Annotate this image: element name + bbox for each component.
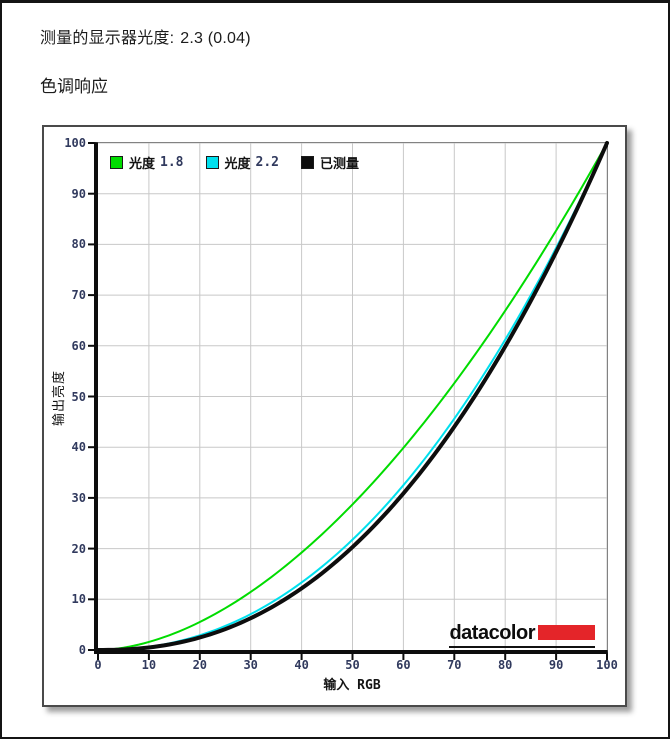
x-tick-label: 100 (596, 658, 618, 672)
datacolor-logo-red-bar (538, 625, 595, 640)
measured-gamma-line: 测量的显示器光度: 2.3 (0.04) (40, 24, 251, 48)
y-tick-label: 0 (78, 643, 86, 657)
x-tick-label: 80 (497, 658, 513, 672)
y-tick-label: 30 (71, 490, 86, 505)
section-title: 色调响应 (40, 77, 108, 96)
chart-legend: 光度 1.8 光度 2.2 已测量 (110, 153, 381, 172)
x-tick-label: 50 (345, 658, 360, 672)
legend-value: 2.2 (255, 155, 279, 170)
x-tick-label: 60 (396, 658, 411, 672)
x-tick-label: 20 (192, 658, 208, 672)
x-tick-label: 70 (447, 658, 462, 672)
curve-gamma-2.3 (96, 141, 609, 652)
legend-value: 1.8 (160, 155, 184, 170)
plot-area: 光度 1.8 光度 2.2 已测量 datacolor (88, 141, 609, 660)
x-tick-label: 30 (243, 658, 258, 672)
legend-label: 光度 (129, 156, 156, 171)
legend-swatch (110, 156, 123, 169)
curve-gamma-1.8 (97, 142, 608, 651)
legend-label: 光度 (224, 156, 251, 171)
legend-label: 已测量 (320, 156, 360, 171)
legend-swatch (205, 156, 219, 169)
datacolor-logo: datacolor (449, 622, 595, 648)
measured-gamma-value: 2.3 (0.04) (180, 30, 251, 47)
legend-item: 光度 2.2 (205, 153, 279, 172)
x-tick-label: 0 (94, 658, 102, 672)
x-tick-label: 10 (141, 658, 157, 672)
y-tick-label: 50 (71, 389, 86, 404)
y-tick-label: 80 (71, 237, 86, 252)
legend-swatch (301, 156, 314, 169)
gamma-curves-svg (88, 141, 609, 660)
y-tick-label: 90 (71, 186, 86, 201)
y-tick-label: 100 (64, 136, 86, 150)
x-tick-label: 40 (294, 658, 309, 672)
x-axis-label: 输入 RGB (323, 678, 381, 693)
measured-gamma-label: 测量的显示器光度: (40, 30, 175, 47)
legend-item: 光度 1.8 (110, 153, 184, 172)
y-tick-label: 20 (71, 541, 86, 556)
tone-response-chart-panel: 输出亮度 光度 1.8 光度 2.2 已测量 datacolor 输入 RGB 0 10 2… (42, 125, 627, 707)
legend-item: 已测量 (301, 153, 359, 172)
y-tick-label: 70 (71, 288, 86, 303)
y-tick-label: 40 (71, 440, 86, 455)
x-tick-label: 90 (548, 658, 564, 672)
y-tick-label: 60 (71, 338, 86, 353)
y-tick-label: 10 (71, 592, 86, 607)
datacolor-logo-text: datacolor (449, 622, 535, 644)
